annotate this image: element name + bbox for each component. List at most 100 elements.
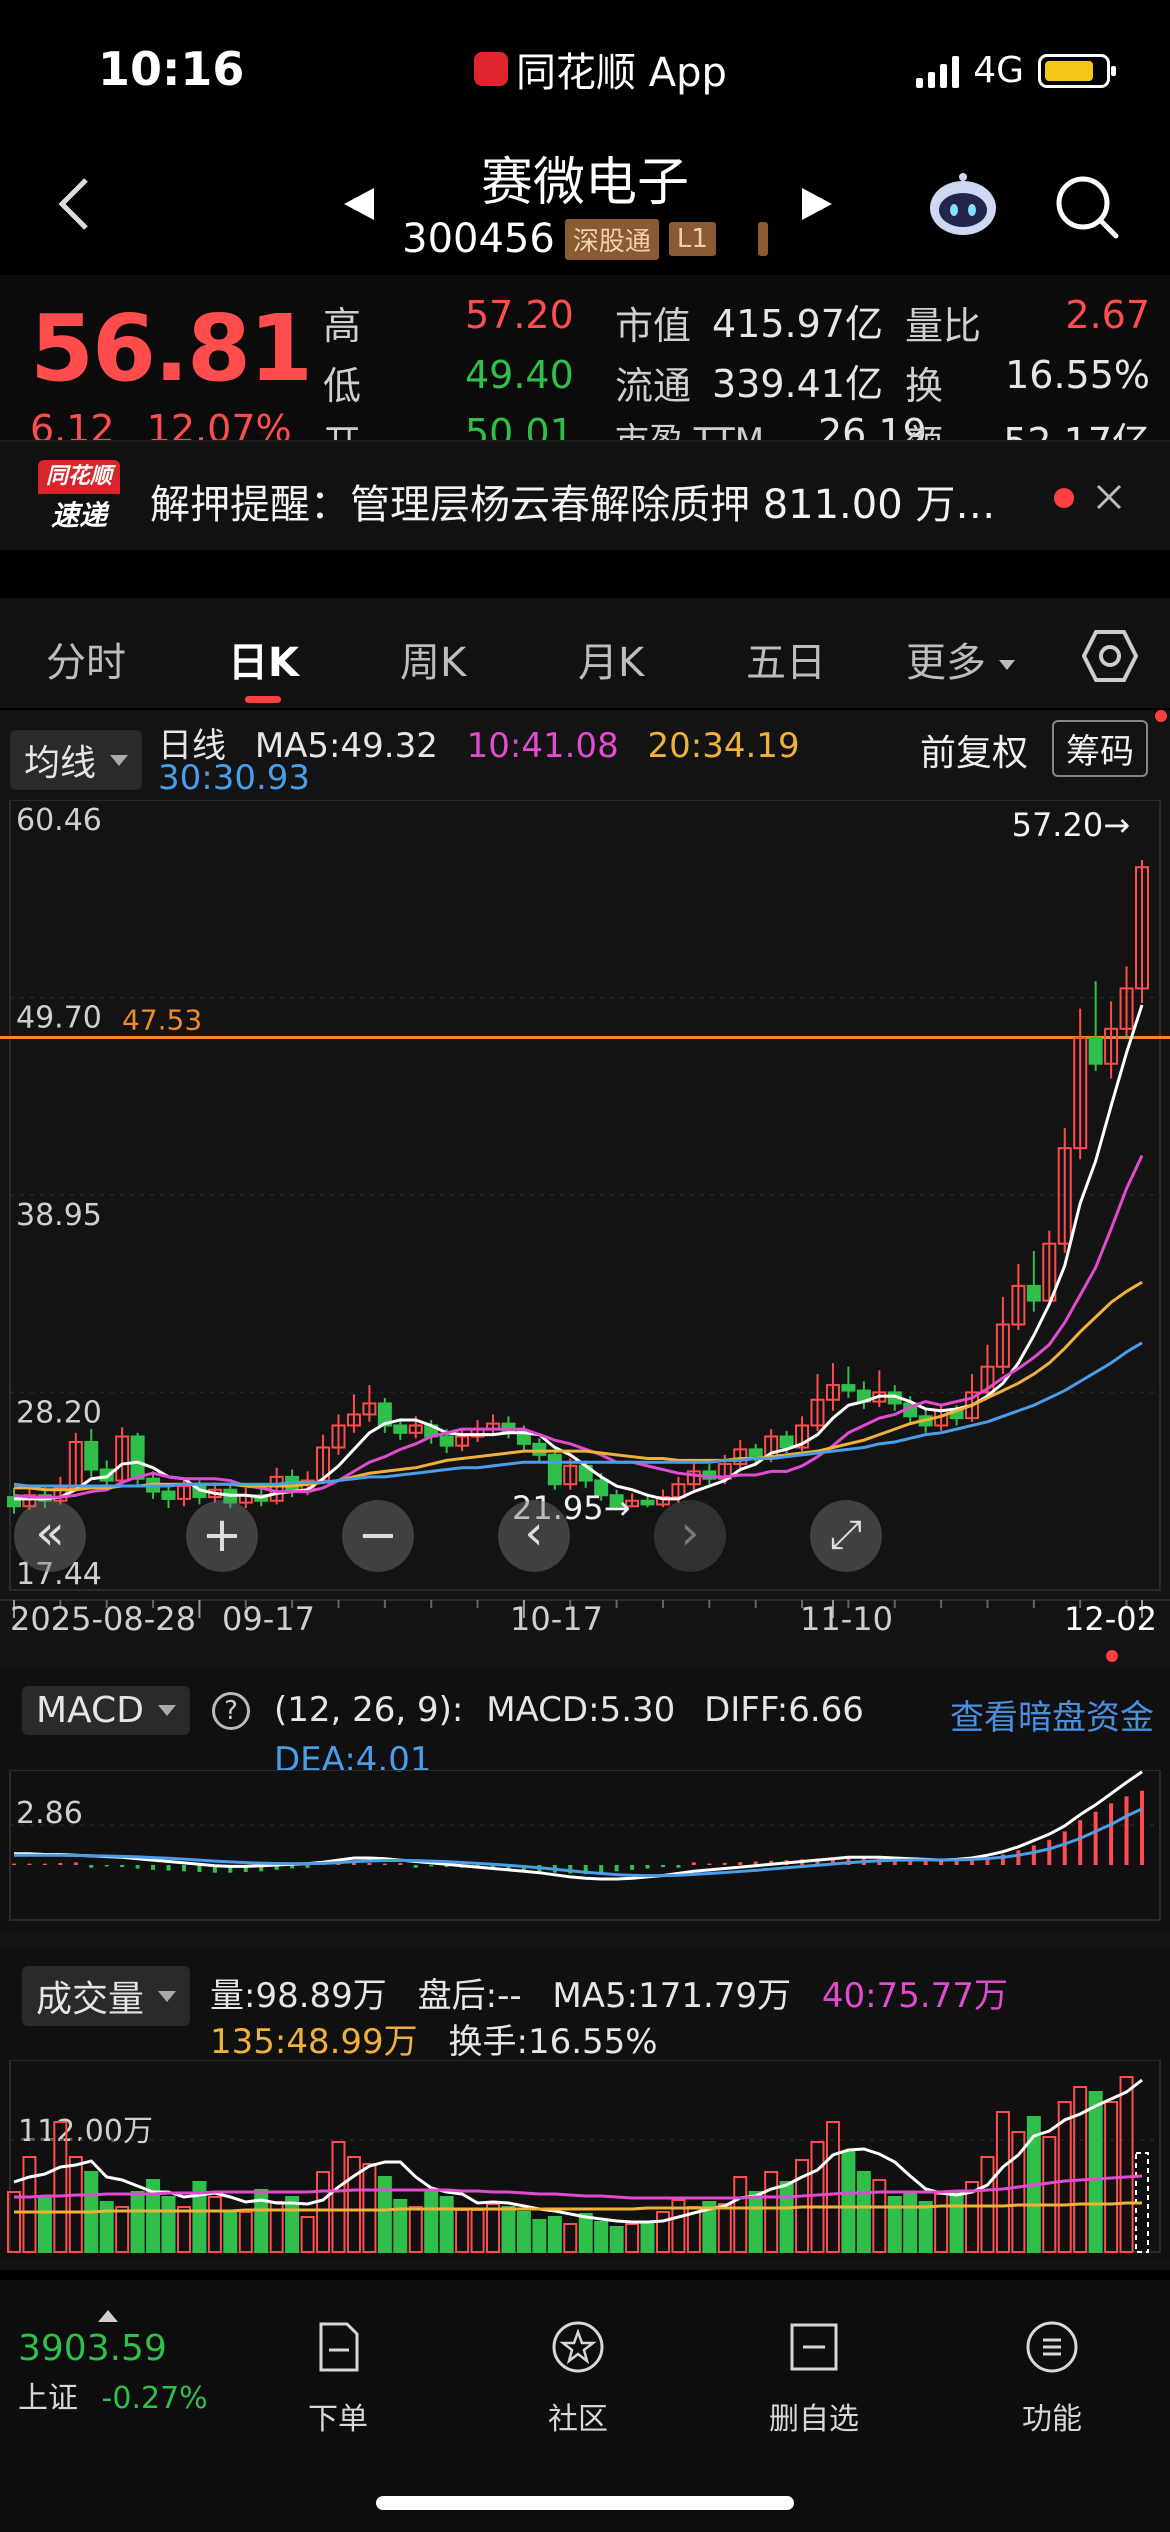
macd-chart[interactable] bbox=[0, 1770, 1170, 1930]
candle-body bbox=[1011, 1284, 1026, 1326]
volume-bar bbox=[532, 2219, 547, 2253]
status-time: 10:16 bbox=[98, 42, 245, 96]
chevron-down-icon bbox=[998, 660, 1015, 670]
volume-bar bbox=[362, 2163, 377, 2253]
tab-monthly-k[interactable]: 月K bbox=[578, 640, 645, 686]
ma-line-10 bbox=[13, 1154, 1144, 1499]
volume-bar bbox=[995, 2111, 1010, 2253]
logo-bottom-text: 速递 bbox=[50, 499, 107, 532]
volume-bar bbox=[68, 2156, 83, 2253]
volume-y-tick: 112.00万 bbox=[18, 2114, 153, 2149]
nav-community[interactable]: 社区 bbox=[508, 2320, 648, 2438]
tab-more[interactable]: 更多 bbox=[906, 630, 1015, 688]
vol-turnover-value: 换手:16.55% bbox=[448, 2022, 658, 2062]
candle-body bbox=[733, 1448, 748, 1466]
x-tick-4: 11-10 bbox=[800, 1600, 893, 1638]
tab-five-day[interactable]: 五日 bbox=[746, 640, 826, 686]
chevron-down-icon bbox=[158, 1990, 177, 2002]
nav-remove-watchlist[interactable]: 删自选 bbox=[744, 2320, 884, 2438]
candle-body bbox=[1057, 1147, 1072, 1245]
nav-community-label: 社区 bbox=[548, 2402, 608, 2437]
notice-text[interactable]: 解押提醒：管理层杨云春解除质押 811.00 万… bbox=[150, 482, 996, 528]
macd-select[interactable]: MACD bbox=[22, 1686, 190, 1735]
robot-assistant-icon[interactable] bbox=[926, 170, 1000, 240]
tab-weekly-k[interactable]: 周K bbox=[400, 640, 467, 686]
vol-ma40-value: 40:75.77万 bbox=[821, 1976, 1008, 2016]
chips-button[interactable]: 筹码 bbox=[1052, 720, 1148, 777]
volume-select[interactable]: 成交量 bbox=[22, 1966, 191, 2026]
volume-bar bbox=[53, 2121, 68, 2253]
index-quote[interactable]: 3903.59 上证 -0.27% bbox=[18, 2310, 218, 2417]
help-icon[interactable]: ? bbox=[212, 1692, 250, 1730]
minus-square-icon bbox=[790, 2323, 838, 2371]
scroll-start-button[interactable]: « bbox=[14, 1500, 86, 1572]
candle-body bbox=[115, 1435, 130, 1482]
candle-body bbox=[609, 1494, 624, 1508]
indicator-select[interactable]: 均线 bbox=[10, 730, 143, 790]
volume-legend-row1: 量:98.89万 盘后:-- MA5:171.79万 40:75.77万 bbox=[210, 1968, 1008, 2017]
candle-body bbox=[346, 1413, 361, 1427]
hidden-funds-link[interactable]: 查看暗盘资金 bbox=[950, 1698, 1154, 1738]
mktcap-label: 市值 bbox=[615, 304, 692, 348]
mktcap-value: 415.97亿 bbox=[712, 302, 883, 346]
volume-bar bbox=[393, 2199, 408, 2253]
volume-bar bbox=[625, 2223, 640, 2253]
volume-bar bbox=[965, 2181, 980, 2253]
candle-body bbox=[671, 1483, 686, 1499]
volume-bar bbox=[717, 2203, 732, 2253]
volume-panel: 成交量 量:98.89万 盘后:-- MA5:171.79万 40:75.77万… bbox=[0, 1950, 1170, 2260]
scroll-right-button[interactable]: › bbox=[654, 1500, 726, 1572]
nav-functions[interactable]: 功能 bbox=[982, 2320, 1122, 2438]
candle-body bbox=[161, 1490, 176, 1500]
candle-body bbox=[1104, 1027, 1119, 1065]
nav-order[interactable]: 下单 bbox=[268, 2320, 408, 2438]
notice-banner[interactable]: 同花顺 速递 解押提醒：管理层杨云春解除质押 811.00 万… bbox=[0, 440, 1170, 550]
zoom-out-button[interactable]: − bbox=[342, 1500, 414, 1572]
index-value: 3903.59 bbox=[18, 2328, 167, 2369]
candle-body bbox=[1073, 1036, 1088, 1150]
y-tick-label: 17.44 bbox=[16, 1557, 102, 1592]
volume-bar bbox=[176, 2206, 191, 2253]
settings-hexagon-icon[interactable] bbox=[1082, 628, 1138, 684]
volume-chart[interactable] bbox=[0, 2060, 1170, 2260]
volume-bar bbox=[748, 2191, 763, 2253]
candle-body bbox=[532, 1442, 547, 1456]
ma10-legend: 10:41.08 bbox=[466, 726, 619, 766]
fullscreen-button[interactable]: ⤢ bbox=[810, 1500, 882, 1572]
volume-bar bbox=[887, 2196, 902, 2253]
back-icon[interactable] bbox=[50, 174, 100, 234]
ma5-legend: MA5:49.32 bbox=[254, 726, 438, 766]
prev-stock-icon[interactable] bbox=[340, 184, 380, 224]
candle-body bbox=[393, 1424, 408, 1434]
volume-bar bbox=[733, 2176, 748, 2253]
volume-bar bbox=[501, 2206, 516, 2253]
volume-bar bbox=[903, 2191, 918, 2253]
candle-body bbox=[640, 1499, 655, 1506]
tab-daily-k[interactable]: 日K bbox=[228, 640, 299, 686]
vol-ratio-value: 2.67 bbox=[1065, 293, 1150, 337]
min-price-label: 21.95→ bbox=[512, 1489, 630, 1527]
close-icon[interactable] bbox=[1094, 482, 1124, 512]
status-app-name[interactable]: 同花顺 App bbox=[474, 40, 727, 98]
title-bar: 赛微电子 300456 深股通 L1 bbox=[0, 140, 1170, 270]
candle-body bbox=[810, 1398, 825, 1427]
vol-ma40-line bbox=[14, 2174, 1143, 2200]
express-logo: 同花顺 速递 bbox=[38, 460, 120, 534]
chevron-down-icon bbox=[157, 1705, 176, 1716]
search-icon[interactable] bbox=[1054, 174, 1120, 240]
adjust-toggle[interactable]: 前复权 bbox=[920, 733, 1029, 774]
home-indicator bbox=[376, 2496, 794, 2510]
next-stock-icon[interactable] bbox=[796, 184, 836, 224]
stock-code: 300456 bbox=[402, 216, 555, 262]
candle-body bbox=[362, 1402, 377, 1416]
period-label: 日线 bbox=[158, 726, 226, 766]
tab-intraday[interactable]: 分时 bbox=[46, 640, 126, 686]
volume-bar bbox=[285, 2196, 300, 2253]
expand-up-icon bbox=[98, 2310, 118, 2322]
scroll-left-button[interactable]: ‹ bbox=[498, 1500, 570, 1572]
volume-bar bbox=[918, 2201, 933, 2253]
zoom-in-button[interactable]: + bbox=[186, 1500, 258, 1572]
volume-bar bbox=[934, 2193, 949, 2253]
kline-chart[interactable]: 60.46 49.70 38.95 28.20 17.44 47.53 57.20→ 21.9… bbox=[0, 800, 1170, 1670]
nav-order-label: 下单 bbox=[308, 2402, 368, 2437]
